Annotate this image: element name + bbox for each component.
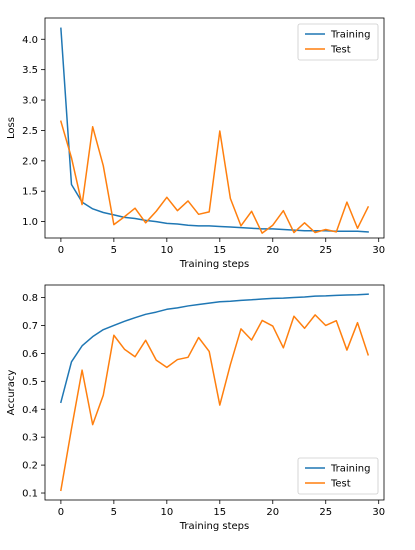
accuracy-chart: 0 5 10 15 20 25 30 0.1 0.2 0.3 0.4 0.5 0.6 0.7 0.8 Trai… bbox=[6, 284, 385, 532]
plot-frame bbox=[44, 17, 385, 239]
legend: Training Test bbox=[297, 23, 379, 61]
legend-box bbox=[297, 23, 379, 61]
legend-label-training: Training bbox=[330, 464, 370, 475]
y-tick-label: 3.0 bbox=[22, 96, 38, 107]
x-tick-label: 15 bbox=[213, 507, 226, 518]
x-tick-label: 15 bbox=[213, 245, 226, 256]
x-tick-label: 30 bbox=[372, 507, 385, 518]
y-tick-label: 1.5 bbox=[22, 187, 38, 198]
y-axis-label: Loss bbox=[6, 117, 17, 139]
y-tick-label: 0.5 bbox=[22, 377, 38, 388]
x-tick-label: 10 bbox=[160, 245, 173, 256]
y-tick-label: 0.6 bbox=[22, 349, 38, 360]
x-tick-label: 25 bbox=[319, 245, 332, 256]
legend-label-training: Training bbox=[330, 30, 370, 41]
y-tick-label: 2.0 bbox=[22, 156, 38, 167]
y-tick-label: 0.2 bbox=[22, 461, 38, 472]
y-tick-label: 0.7 bbox=[22, 321, 38, 332]
x-tick-label: 10 bbox=[160, 507, 173, 518]
x-tick-label: 5 bbox=[111, 245, 117, 256]
y-tick-label: 1.0 bbox=[22, 217, 38, 228]
y-tick-label: 2.5 bbox=[22, 126, 38, 137]
x-tick-label: 25 bbox=[319, 507, 332, 518]
x-axis-label: Training steps bbox=[179, 259, 249, 270]
y-tick-label: 0.3 bbox=[22, 433, 38, 444]
x-tick-label: 0 bbox=[58, 507, 64, 518]
legend-label-test: Test bbox=[330, 479, 351, 490]
test-series-line bbox=[59, 120, 370, 234]
y-axis-label: Accuracy bbox=[6, 370, 17, 416]
legend-box bbox=[297, 457, 379, 495]
training-series-line bbox=[59, 293, 369, 404]
x-tick-label: 20 bbox=[266, 507, 279, 518]
y-tick-label: 0.4 bbox=[22, 405, 38, 416]
test-series-line bbox=[60, 314, 370, 492]
y-tick-label: 3.5 bbox=[22, 65, 38, 76]
plot-frame bbox=[44, 284, 385, 501]
legend: Training Test bbox=[297, 457, 379, 495]
x-axis-label: Training steps bbox=[179, 521, 249, 532]
x-tick-label: 5 bbox=[111, 507, 117, 518]
x-tick-label: 20 bbox=[266, 245, 279, 256]
legend-label-test: Test bbox=[330, 45, 351, 56]
loss-chart: 0 5 10 15 20 25 30 1.0 1.5 2.0 2.5 3.0 3.5 4.0 Trainin… bbox=[6, 17, 385, 270]
x-tick-label: 30 bbox=[372, 245, 385, 256]
y-tick-label: 0.8 bbox=[22, 293, 38, 304]
x-tick-label: 0 bbox=[58, 245, 64, 256]
y-tick-label: 0.1 bbox=[22, 489, 38, 500]
y-tick-label: 4.0 bbox=[22, 35, 38, 46]
